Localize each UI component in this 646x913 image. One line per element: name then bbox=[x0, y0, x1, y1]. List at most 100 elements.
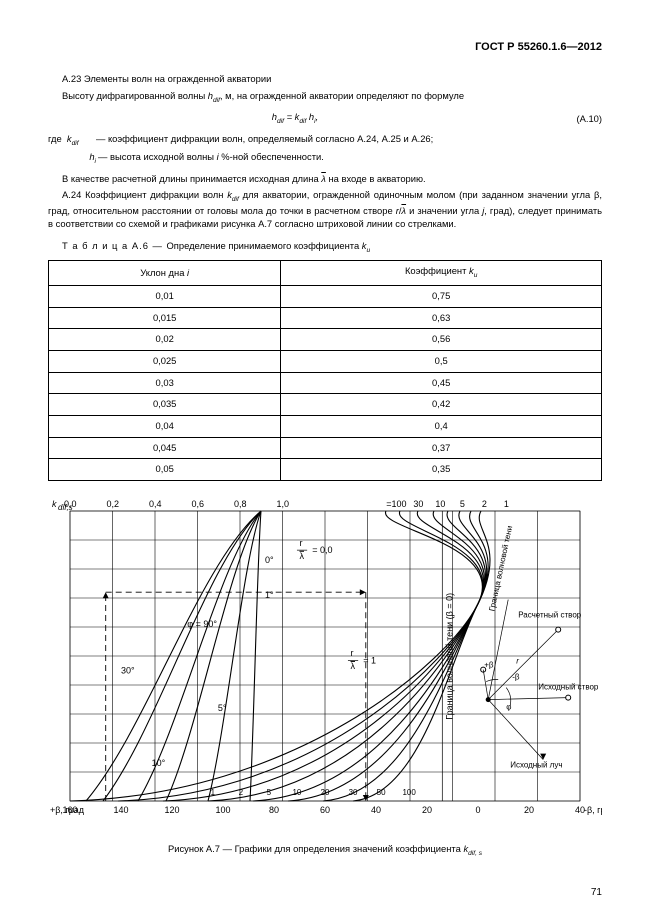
svg-text:0,6: 0,6 bbox=[192, 499, 205, 509]
a23-line1: Высоту дифрагированной волны hdif, м, на… bbox=[48, 90, 602, 106]
svg-text:100: 100 bbox=[215, 805, 230, 815]
svg-text:φ: φ bbox=[506, 703, 511, 712]
svg-text:1: 1 bbox=[504, 499, 509, 509]
svg-text:60: 60 bbox=[320, 805, 330, 815]
svg-text:Исходный луч: Исходный луч bbox=[510, 761, 562, 770]
svg-text:20: 20 bbox=[321, 788, 330, 797]
doc-id: ГОСТ Р 55260.1.6—2012 bbox=[48, 40, 602, 55]
table-cell: 0,5 bbox=[281, 350, 602, 372]
heading-a23: А.23 Элементы волн на огражденной аквато… bbox=[48, 73, 602, 86]
formula-a10-row: hdif = kdif hi, (А.10) bbox=[48, 111, 602, 127]
table-cell: 0,37 bbox=[281, 437, 602, 459]
svg-text:1: 1 bbox=[211, 788, 216, 797]
svg-text:20: 20 bbox=[524, 805, 534, 815]
svg-text:0: 0 bbox=[475, 805, 480, 815]
table-row: 0,030,45 bbox=[49, 372, 602, 394]
svg-text:+β, град: +β, град bbox=[50, 805, 85, 815]
where-label: где kdif bbox=[48, 133, 96, 149]
where-kdif: — коэффициент дифракции волн, определяем… bbox=[96, 133, 602, 149]
svg-text:140: 140 bbox=[113, 805, 128, 815]
svg-text:0,4: 0,4 bbox=[149, 499, 162, 509]
svg-text:λ: λ bbox=[351, 661, 356, 671]
table-row: 0,0250,5 bbox=[49, 350, 602, 372]
svg-text:2: 2 bbox=[482, 499, 487, 509]
table-header-col2: Коэффициент ku bbox=[281, 261, 602, 286]
svg-text:λ: λ bbox=[300, 551, 305, 561]
svg-text:0,8: 0,8 bbox=[234, 499, 247, 509]
svg-text:40: 40 bbox=[371, 805, 381, 815]
page-number: 71 bbox=[591, 886, 602, 900]
svg-text:20: 20 bbox=[422, 805, 432, 815]
svg-text:0°: 0° bbox=[265, 555, 274, 565]
svg-text:5°: 5° bbox=[218, 703, 227, 713]
table-cell: 0,05 bbox=[49, 459, 281, 481]
a23-line1-text: Высоту дифрагированной волны hdif, м, на… bbox=[62, 90, 464, 101]
table-row: 0,0450,37 bbox=[49, 437, 602, 459]
table-row: 0,010,75 bbox=[49, 285, 602, 307]
svg-text:0,0: 0,0 bbox=[64, 499, 77, 509]
svg-text:+β: +β bbox=[484, 661, 494, 670]
a23-line2: В качестве расчетной длины принимается и… bbox=[48, 173, 602, 186]
table-cell: 0,63 bbox=[281, 307, 602, 329]
formula-a10: hdif = kdif hi, bbox=[272, 111, 318, 127]
table-cell: 0,015 bbox=[49, 307, 281, 329]
where-hi-row: hi — высота исходной волны i %-ной обесп… bbox=[48, 151, 602, 167]
svg-text:50: 50 bbox=[377, 788, 386, 797]
table-cell: 0,02 bbox=[49, 329, 281, 351]
table-caption-a: Т а б л и ц а А.6 — bbox=[62, 240, 167, 251]
table-row: 0,0150,63 bbox=[49, 307, 602, 329]
svg-text:30: 30 bbox=[413, 499, 423, 509]
formula-a10-num: (А.10) bbox=[542, 113, 602, 126]
svg-text:r: r bbox=[516, 657, 519, 666]
table-row: 0,050,35 bbox=[49, 459, 602, 481]
svg-text:30: 30 bbox=[349, 788, 358, 797]
svg-text:= 1: = 1 bbox=[363, 655, 376, 665]
svg-text:r: r bbox=[300, 538, 303, 548]
svg-text:30°: 30° bbox=[121, 665, 135, 675]
page-root: ГОСТ Р 55260.1.6—2012 А.23 Элементы волн… bbox=[0, 0, 646, 913]
svg-text:φ = 90°: φ = 90° bbox=[187, 619, 217, 629]
svg-text:k: k bbox=[52, 499, 57, 509]
svg-text:=100: =100 bbox=[386, 499, 406, 509]
svg-text:1°: 1° bbox=[265, 590, 274, 600]
svg-text:Граница волновой тени (β = 0): Граница волновой тени (β = 0) bbox=[444, 593, 454, 720]
table-row: 0,020,56 bbox=[49, 329, 602, 351]
table-cell: 0,045 bbox=[49, 437, 281, 459]
svg-text:Граница волновой тени: Граница волновой тени bbox=[487, 525, 514, 612]
diagram-a7: kdif,s0,00,20,40,60,81,0=100301052116014… bbox=[48, 495, 602, 835]
svg-text:5: 5 bbox=[460, 499, 465, 509]
table-cell: 0,42 bbox=[281, 394, 602, 416]
svg-text:-β, град: -β, град bbox=[584, 805, 602, 815]
table-row: 0,0350,42 bbox=[49, 394, 602, 416]
svg-text:0,2: 0,2 bbox=[107, 499, 120, 509]
table-cell: 0,4 bbox=[281, 415, 602, 437]
table-cell: 0,03 bbox=[49, 372, 281, 394]
table-cell: 0,035 bbox=[49, 394, 281, 416]
svg-text:Расчетный створ: Расчетный створ bbox=[518, 611, 582, 620]
table-cell: 0,56 bbox=[281, 329, 602, 351]
svg-text:5: 5 bbox=[267, 788, 272, 797]
svg-text:= 0,0: = 0,0 bbox=[312, 545, 332, 555]
a24-para: А.24 Коэффициент дифракции волн kdif для… bbox=[48, 189, 602, 230]
svg-text:10: 10 bbox=[292, 788, 301, 797]
where-block: где kdif — коэффициент дифракции волн, о… bbox=[48, 133, 602, 149]
table-header-row: Уклон дна i Коэффициент ku bbox=[49, 261, 602, 286]
diagram-svg: kdif,s0,00,20,40,60,81,0=100301052116014… bbox=[48, 495, 602, 835]
svg-text:2: 2 bbox=[239, 788, 244, 797]
svg-text:10°: 10° bbox=[152, 758, 166, 768]
table-cell: 0,35 bbox=[281, 459, 602, 481]
a23-line2-b: на входе в акваторию. bbox=[326, 173, 426, 184]
where-hi: — высота исходной волны i %-ной обеспече… bbox=[98, 151, 602, 167]
table-caption-b: Определение принимаемого коэффициента ku bbox=[167, 240, 371, 251]
svg-text:100: 100 bbox=[402, 788, 416, 797]
where-hi-sym: hi bbox=[48, 151, 98, 167]
table-cell: 0,025 bbox=[49, 350, 281, 372]
table-cell: 0,75 bbox=[281, 285, 602, 307]
table-header-col1: Уклон дна i bbox=[49, 261, 281, 286]
a23-line2-a: В качестве расчетной длины принимается и… bbox=[62, 173, 321, 184]
svg-text:120: 120 bbox=[164, 805, 179, 815]
svg-text:10: 10 bbox=[435, 499, 445, 509]
svg-text:80: 80 bbox=[269, 805, 279, 815]
table-row: 0,040,4 bbox=[49, 415, 602, 437]
figure-a7: kdif,s0,00,20,40,60,81,0=100301052116014… bbox=[48, 495, 602, 859]
